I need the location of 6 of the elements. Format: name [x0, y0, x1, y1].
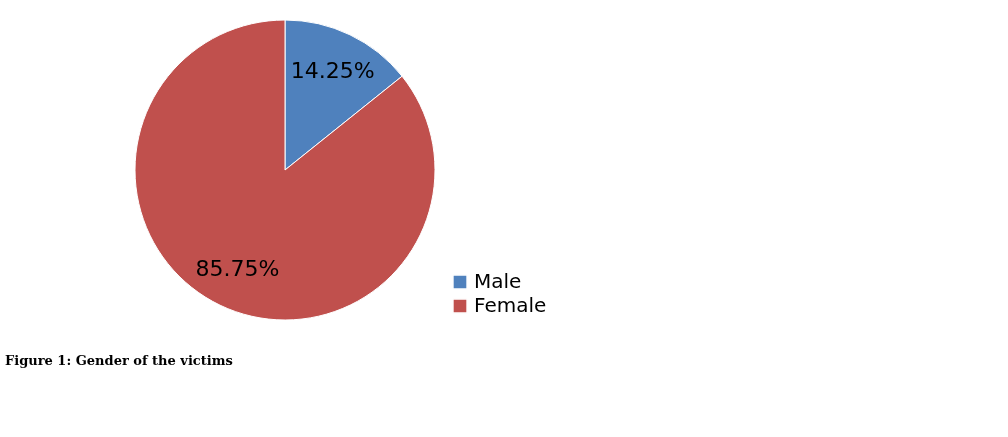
data-label: 85.75% — [195, 256, 280, 282]
pie-slice — [134, 19, 436, 321]
caption: Figure 1: Gender of the victims — [5, 353, 233, 368]
legend-label: Male — [474, 269, 522, 293]
data-label: 14.25% — [290, 57, 375, 83]
legend-label: Female — [474, 293, 547, 317]
